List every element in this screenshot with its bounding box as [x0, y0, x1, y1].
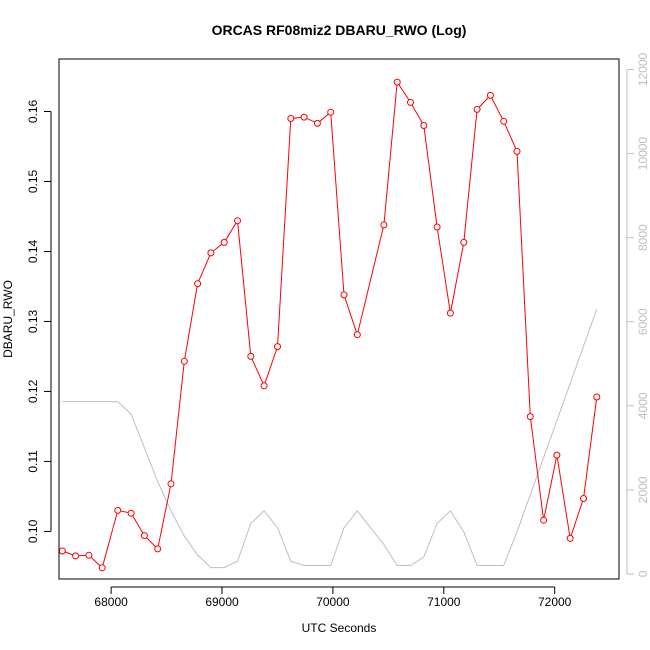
data-point [327, 108, 335, 116]
y-tick-label: 0.14 [26, 239, 40, 263]
data-point [513, 147, 521, 155]
secondary-series-line [62, 308, 598, 569]
data-point [167, 480, 175, 488]
y2-tick-label: 12000 [636, 53, 650, 87]
x-tick-label: 68000 [94, 595, 128, 609]
data-point [420, 122, 428, 129]
y-tick-label: 0.16 [26, 99, 40, 123]
data-point [180, 357, 188, 365]
y-tick-label: 0.10 [26, 519, 40, 543]
data-point [473, 105, 481, 113]
y2-tick-label: 6000 [636, 308, 650, 335]
data-point [446, 309, 454, 317]
data-point [247, 352, 255, 360]
y-axis-label: DBARU_RWO [1, 280, 15, 358]
data-point [85, 551, 93, 559]
data-point [234, 217, 241, 225]
data-point [433, 223, 441, 231]
data-point [300, 113, 308, 121]
data-point [580, 495, 587, 502]
data-point [98, 564, 106, 572]
data-point [486, 91, 494, 99]
data-point [220, 238, 228, 246]
data-point [114, 506, 122, 514]
data-point [393, 78, 401, 86]
data-point [380, 221, 388, 229]
y2-tick-label: 2000 [636, 476, 650, 503]
secondary-series [62, 308, 598, 569]
data-point [553, 451, 561, 459]
x-tick-label: 70000 [316, 595, 350, 609]
data-point [526, 413, 534, 421]
plot-frame [58, 58, 620, 580]
data-point [58, 547, 66, 555]
x-axis-label: UTC Seconds [302, 621, 377, 635]
y-tick-label: 0.13 [26, 309, 40, 333]
data-point [566, 534, 574, 542]
y2-tick-label: 4000 [636, 392, 650, 419]
x-tick-label: 72000 [538, 595, 572, 609]
data-point [127, 509, 135, 517]
y2-tick-label: 10000 [636, 137, 650, 171]
data-point [140, 532, 148, 540]
chart-title: ORCAS RF08miz2 DBARU_RWO (Log) [212, 22, 467, 38]
y-tick-label: 0.11 [26, 450, 40, 473]
data-point [313, 119, 321, 127]
data-point [287, 115, 295, 122]
data-point [353, 331, 361, 339]
data-point [207, 249, 215, 257]
axes: 68000 69000 70000 71000 72000 0.10 0.11 0.12 0.1… [26, 53, 650, 609]
data-point [274, 343, 281, 351]
data-point [194, 280, 202, 288]
data-point [72, 552, 80, 560]
data-point [593, 393, 601, 401]
y2-tick-label: 8000 [636, 224, 650, 251]
data-point [154, 545, 162, 553]
data-point [460, 238, 468, 246]
primary-series [58, 78, 601, 572]
y2-tick-label: 0 [636, 570, 650, 577]
y-tick-label: 0.15 [26, 169, 40, 193]
data-point [500, 117, 508, 125]
data-point [407, 98, 414, 106]
y-tick-label: 0.12 [26, 379, 40, 403]
data-point [340, 291, 348, 299]
x-tick-label: 69000 [205, 595, 239, 609]
primary-series-line [62, 80, 598, 569]
data-point [260, 382, 268, 390]
data-point [540, 516, 548, 524]
x-tick-label: 71000 [427, 595, 461, 609]
